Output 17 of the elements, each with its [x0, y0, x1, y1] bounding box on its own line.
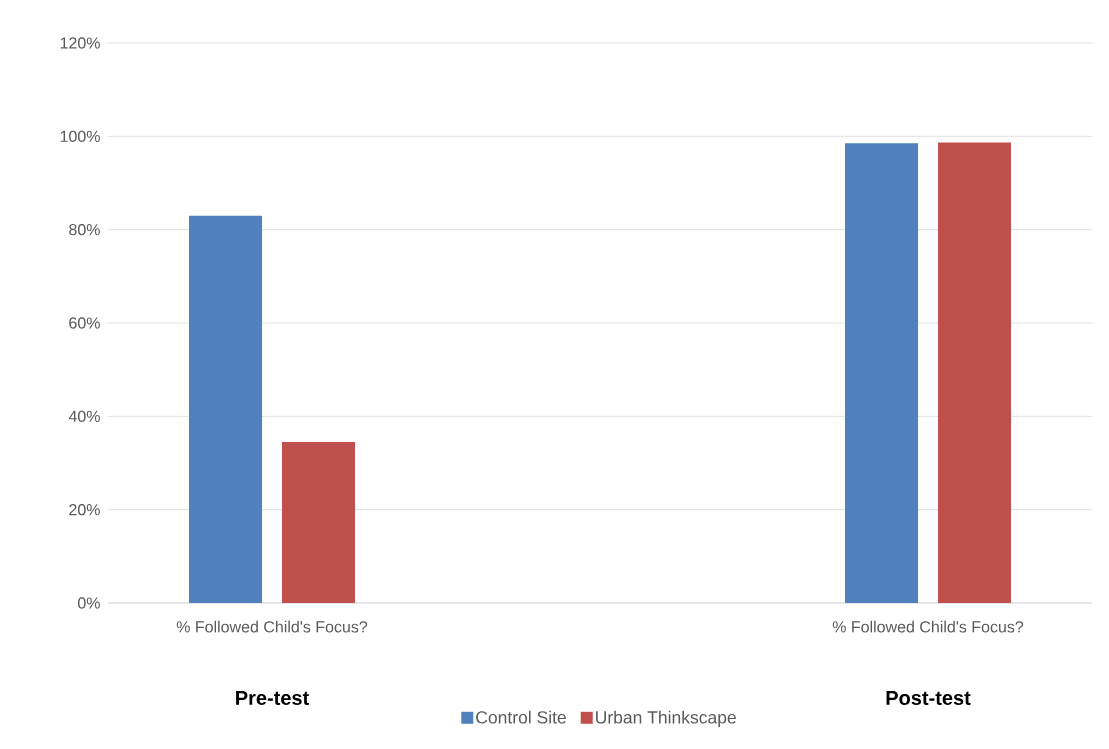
y-tick-label: 0% [77, 597, 100, 609]
x-tick-label: % Followed Child's Focus? [176, 620, 368, 633]
text: Post-test [886, 691, 971, 705]
x-tick-label: % Followed Child's Focus? [832, 620, 1024, 633]
y-tick-label: 100% [60, 130, 100, 142]
y-tick-label: 120% [60, 37, 100, 49]
bar [938, 142, 1012, 603]
bar [845, 143, 919, 603]
legend-label: Control Site [476, 710, 566, 724]
y-tick-label: 20% [69, 504, 100, 516]
text: Pre-test [236, 691, 309, 705]
y-tick-label: 60% [69, 317, 100, 329]
bar [282, 442, 355, 603]
y-tick-label: 80% [69, 224, 100, 236]
legend-label: Urban Thinkscape [596, 710, 736, 728]
y-tick-label: 40% [68, 410, 100, 422]
bar [189, 215, 262, 603]
